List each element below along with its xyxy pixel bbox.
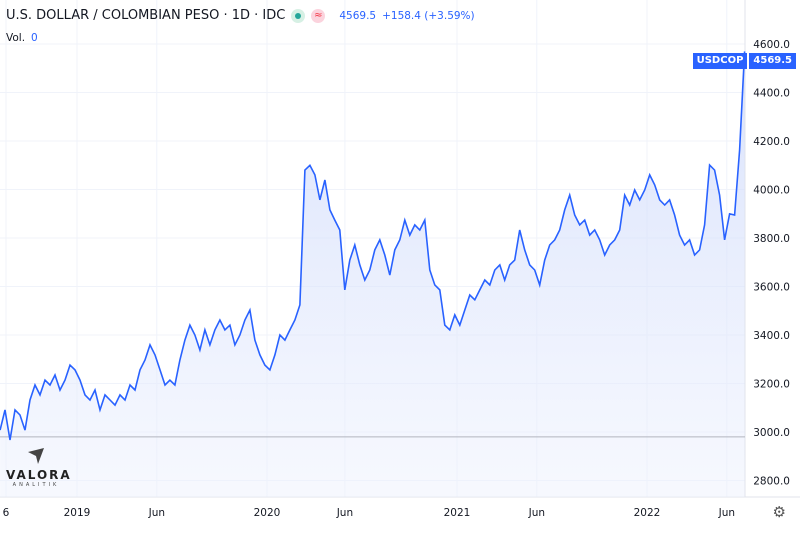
approx-icon: ≈ xyxy=(311,8,326,23)
y-tick-label: 4000.0 xyxy=(753,185,790,197)
price-change: +158.4 (+3.59%) xyxy=(382,9,475,22)
x-tick-label: 2019 xyxy=(64,507,91,519)
market-open-icon xyxy=(291,8,306,23)
last-price: 4569.5 xyxy=(339,9,377,22)
price-line xyxy=(0,51,746,441)
price-tags: USDCOP 4569.5 xyxy=(692,53,796,69)
x-tick-label: 2021 xyxy=(444,507,471,519)
x-tick-label: Jun xyxy=(336,507,353,519)
y-tick-label: 3400.0 xyxy=(753,330,790,342)
price-area xyxy=(0,51,745,498)
y-tick-label: 3800.0 xyxy=(753,233,790,245)
x-tick-label: 2022 xyxy=(634,507,661,519)
volume-label: Vol. xyxy=(6,32,26,44)
symbol-tag: USDCOP xyxy=(692,53,748,69)
y-tick-label: 3600.0 xyxy=(753,282,790,294)
x-tick-label: Jun xyxy=(148,507,165,519)
logo-name: VALORA xyxy=(6,468,72,482)
x-tick-label: Jun xyxy=(718,507,735,519)
y-tick-label: 4400.0 xyxy=(753,88,790,100)
y-tick-label: 4200.0 xyxy=(753,136,790,148)
x-tick-label: 2020 xyxy=(254,507,281,519)
settings-gear-icon[interactable]: ⚙ xyxy=(772,503,786,521)
price-tag: 4569.5 xyxy=(749,53,796,69)
y-tick-label: 2800.0 xyxy=(753,476,790,488)
y-tick-label: 3000.0 xyxy=(753,427,790,439)
symbol-title[interactable]: U.S. DOLLAR / COLOMBIAN PESO · 1D · IDC xyxy=(6,8,286,23)
chart-header: U.S. DOLLAR / COLOMBIAN PESO · 1D · IDC … xyxy=(6,8,475,23)
logo-sub: ANALITIK xyxy=(12,482,60,488)
logo-mark-icon xyxy=(28,448,44,464)
x-tick-label: 6 xyxy=(3,507,10,519)
x-tick-label: Jun xyxy=(528,507,545,519)
volume-legend: Vol. 0 xyxy=(6,32,38,44)
y-tick-label: 3200.0 xyxy=(753,379,790,391)
volume-value: 0 xyxy=(31,32,38,44)
valora-logo: VALORA ANALITIK xyxy=(6,448,72,488)
y-tick-label: 4600.0 xyxy=(753,39,790,51)
